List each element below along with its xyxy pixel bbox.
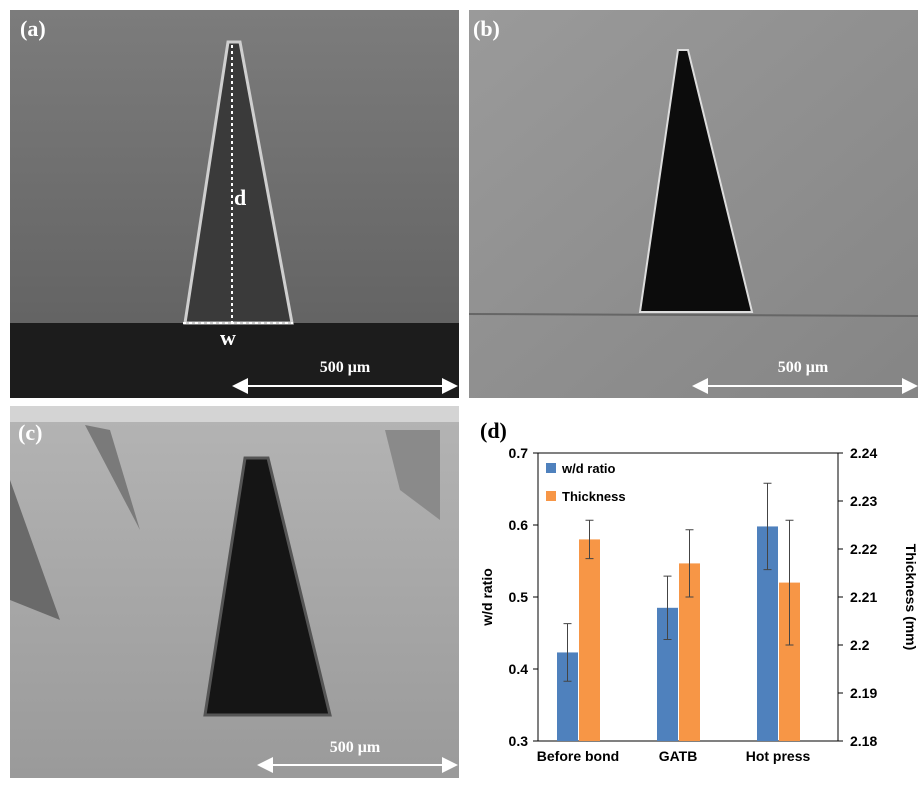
y2-tick-label: 2.2	[850, 637, 870, 653]
y2-tick-label: 2.22	[850, 541, 877, 557]
y-tick-label: 0.7	[509, 445, 529, 461]
scale-bar-label: 500 μm	[320, 359, 371, 376]
y2-tick-label: 2.21	[850, 589, 877, 605]
y2-tick-label: 2.18	[850, 733, 877, 749]
x-tick-label: GATB	[659, 748, 698, 764]
y-tick-label: 0.6	[509, 517, 529, 533]
y2-axis-title: Thickness (mm)	[903, 544, 919, 651]
legend-label: w/d ratio	[561, 461, 616, 476]
y2-tick-label: 2.24	[850, 445, 877, 461]
y2-tick-label: 2.23	[850, 493, 877, 509]
panel-label: (b)	[473, 16, 500, 41]
x-tick-label: Hot press	[746, 748, 811, 764]
page: (a) d w 500 μm (b) 500 μm (c) 500 μm (d)…	[0, 0, 919, 786]
y-tick-label: 0.4	[509, 661, 529, 677]
scale-bar-label: 500 μm	[778, 359, 829, 376]
legend-label: Thickness	[562, 489, 626, 504]
y-tick-label: 0.3	[509, 733, 529, 749]
sem-image-c	[10, 406, 459, 778]
panel-label: (d)	[480, 418, 507, 443]
legend-swatch	[546, 491, 556, 501]
chart: 0.3 0.4 0.5 0.6 0.7 2.18 2.19 2.2 2.21 2.22 2.23 2.…	[479, 445, 919, 764]
bar	[579, 539, 600, 741]
panel-label: (a)	[20, 16, 46, 41]
figure: (a) d w 500 μm (b) 500 μm (c) 500 μm (d)…	[0, 0, 919, 786]
depth-label: d	[234, 185, 246, 210]
y2-tick-label: 2.19	[850, 685, 877, 701]
width-label: w	[220, 325, 236, 350]
scale-bar-label: 500 μm	[330, 739, 381, 756]
y-axis-title: w/d ratio	[479, 568, 495, 627]
y-tick-label: 0.5	[509, 589, 529, 605]
legend-swatch	[546, 463, 556, 473]
x-tick-label: Before bond	[537, 748, 619, 764]
sem-image-b	[469, 10, 918, 398]
panel-label: (c)	[18, 420, 42, 445]
